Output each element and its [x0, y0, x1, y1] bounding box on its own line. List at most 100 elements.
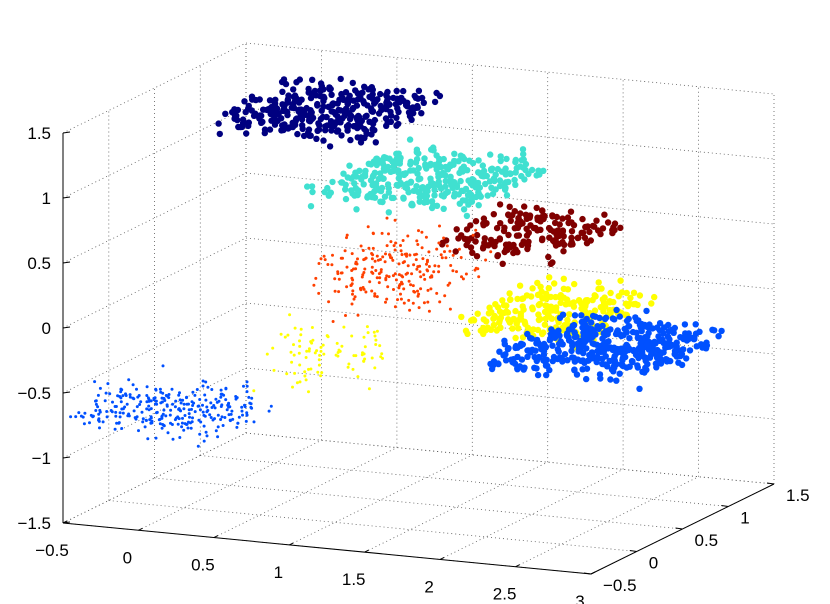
data-point: [182, 407, 186, 411]
data-point: [671, 351, 678, 358]
data-point: [529, 285, 536, 292]
data-point: [416, 289, 419, 293]
data-point: [190, 420, 194, 424]
data-point: [309, 188, 316, 196]
data-point: [563, 331, 571, 339]
data-point: [443, 250, 446, 254]
data-point: [312, 92, 320, 99]
data-point: [464, 191, 472, 199]
data-point: [613, 360, 620, 368]
data-point: [571, 366, 578, 373]
data-point: [656, 320, 664, 327]
data-point: [314, 276, 318, 280]
data-point: [245, 390, 249, 394]
data-point: [202, 413, 206, 417]
data-point: [482, 220, 490, 227]
data-point: [82, 422, 86, 426]
data-point: [362, 271, 366, 274]
data-point: [589, 222, 597, 230]
data-point: [280, 76, 288, 83]
data-point: [627, 294, 634, 302]
data-point: [520, 156, 527, 163]
data-point: [222, 110, 229, 118]
data-point: [512, 344, 519, 352]
data-point: [362, 127, 370, 135]
data-point: [611, 316, 618, 323]
data-point: [252, 96, 259, 104]
data-point: [521, 318, 528, 325]
data-point: [629, 358, 636, 365]
data-point: [523, 232, 531, 239]
data-point: [415, 87, 423, 95]
data-point: [382, 165, 389, 172]
data-point: [475, 157, 482, 164]
data-point: [261, 126, 269, 133]
data-point: [293, 371, 297, 375]
data-point: [477, 327, 484, 334]
data-point: [289, 350, 293, 354]
data-point: [327, 189, 334, 196]
data-point: [415, 267, 419, 271]
data-point: [626, 300, 634, 307]
data-point: [177, 393, 181, 397]
grid-line: [245, 237, 775, 290]
data-point: [502, 184, 509, 192]
data-point: [537, 283, 544, 290]
data-point: [327, 121, 334, 129]
data-point: [617, 224, 624, 231]
data-point: [186, 426, 190, 430]
data-point: [285, 372, 289, 376]
data-point: [271, 102, 278, 109]
data-point: [595, 279, 602, 286]
data-point: [416, 198, 423, 205]
data-point: [351, 367, 355, 371]
data-point: [552, 307, 560, 314]
data-point: [245, 105, 252, 112]
data-point: [473, 268, 477, 272]
data-point: [433, 152, 440, 159]
data-point: [243, 130, 250, 137]
data-point: [330, 263, 334, 267]
data-point: [496, 201, 504, 208]
data-point: [215, 120, 222, 127]
data-point: [356, 257, 359, 261]
data-point: [413, 290, 417, 294]
data-point: [127, 378, 131, 382]
data-point: [458, 165, 465, 173]
data-point: [128, 393, 132, 397]
data-point: [477, 275, 481, 279]
data-point: [497, 324, 504, 331]
data-point: [306, 132, 313, 139]
data-point: [407, 167, 414, 174]
data-point: [505, 231, 512, 239]
data-point: [559, 228, 567, 235]
data-point: [566, 311, 573, 318]
data-point: [469, 249, 476, 256]
data-point: [307, 367, 310, 371]
data-point: [535, 301, 542, 309]
z-tick-label: 0: [42, 319, 51, 338]
data-point: [487, 236, 495, 244]
data-point: [438, 300, 442, 304]
data-point: [506, 170, 514, 177]
data-point: [414, 170, 421, 177]
data-point: [489, 250, 493, 254]
x-tick-label: 2: [424, 577, 433, 596]
data-point: [331, 121, 338, 128]
data-point: [362, 335, 366, 339]
data-point: [138, 403, 142, 406]
data-point: [334, 353, 338, 357]
data-point: [496, 235, 503, 242]
data-point: [407, 279, 411, 283]
data-point: [309, 76, 316, 84]
data-point: [208, 413, 212, 417]
data-point: [517, 310, 524, 317]
data-point: [373, 259, 377, 263]
data-point: [216, 413, 220, 417]
data-point: [581, 234, 589, 241]
data-point: [470, 317, 478, 324]
data-point: [313, 351, 317, 355]
data-point: [599, 225, 607, 232]
data-point: [474, 310, 481, 317]
data-point: [683, 355, 690, 362]
